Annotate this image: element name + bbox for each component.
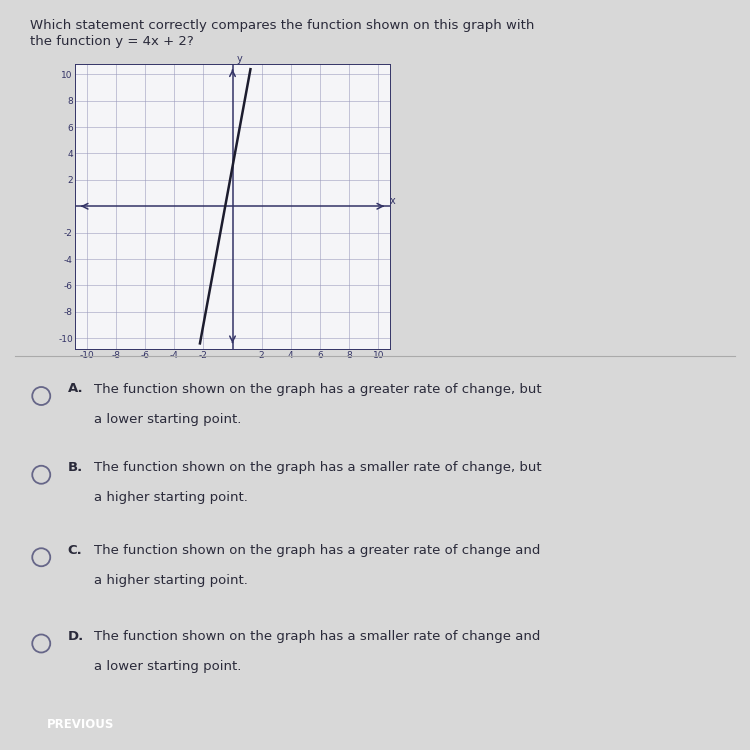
Text: Which statement correctly compares the function shown on this graph with: Which statement correctly compares the f… [30, 19, 534, 32]
Text: The function shown on the graph has a greater rate of change and: The function shown on the graph has a gr… [94, 544, 540, 556]
Text: a higher starting point.: a higher starting point. [94, 574, 248, 586]
Text: The function shown on the graph has a smaller rate of change, but: The function shown on the graph has a sm… [94, 461, 542, 474]
Text: B.: B. [68, 461, 82, 474]
Text: a lower starting point.: a lower starting point. [94, 660, 242, 673]
Text: C.: C. [68, 544, 82, 556]
Text: The function shown on the graph has a smaller rate of change and: The function shown on the graph has a sm… [94, 630, 540, 643]
Text: a higher starting point.: a higher starting point. [94, 491, 248, 504]
Text: D.: D. [68, 630, 84, 643]
Text: PREVIOUS: PREVIOUS [47, 718, 114, 731]
Text: x: x [390, 196, 396, 206]
Text: y: y [237, 54, 243, 64]
Text: a lower starting point.: a lower starting point. [94, 413, 242, 425]
Text: The function shown on the graph has a greater rate of change, but: The function shown on the graph has a gr… [94, 382, 542, 395]
Text: the function y = 4x + 2?: the function y = 4x + 2? [30, 35, 194, 48]
Text: A.: A. [68, 382, 83, 395]
